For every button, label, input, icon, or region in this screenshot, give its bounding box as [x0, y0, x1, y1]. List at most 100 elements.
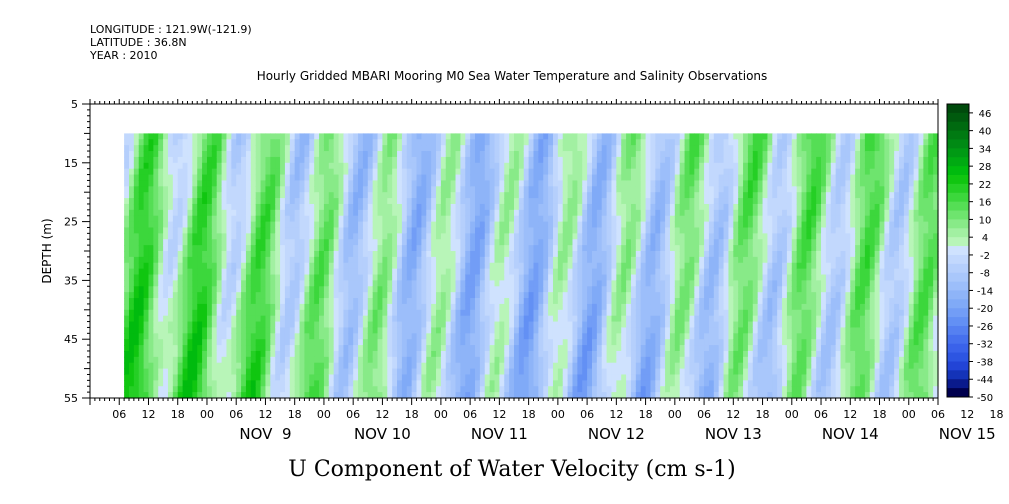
heatmap-cell: [236, 156, 242, 164]
heatmap-cell: [172, 221, 179, 229]
heatmap-cell: [621, 256, 627, 264]
heatmap-cell: [202, 345, 208, 352]
heatmap-cell: [401, 368, 408, 376]
heatmap-cell: [250, 386, 257, 393]
heatmap-cell: [128, 198, 135, 205]
heatmap-cell: [177, 198, 184, 205]
heatmap-cell: [548, 186, 554, 193]
heatmap-cell: [241, 186, 247, 193]
heatmap-cell: [572, 186, 578, 193]
heatmap-cell: [538, 392, 544, 399]
heatmap-cell: [314, 380, 320, 387]
heatmap-cell: [587, 215, 593, 223]
heatmap-cell: [460, 192, 466, 199]
heatmap-cell: [362, 274, 369, 281]
heatmap-cell: [606, 245, 613, 252]
heatmap-cell: [397, 386, 403, 393]
heatmap-cell: [250, 162, 257, 170]
heatmap-cell: [577, 280, 583, 287]
heatmap-cell: [148, 303, 154, 311]
heatmap-cell: [460, 333, 466, 340]
heatmap-cell: [358, 145, 364, 152]
heatmap-cell: [650, 251, 656, 258]
heatmap-cell: [626, 368, 632, 376]
heatmap-cell: [523, 180, 530, 187]
heatmap-cell: [392, 215, 398, 223]
heatmap-cell: [577, 239, 583, 246]
heatmap-cell: [635, 168, 642, 176]
heatmap-cell: [245, 345, 252, 352]
heatmap-cell: [338, 386, 345, 393]
heatmap-cell: [660, 292, 666, 299]
heatmap-cell: [611, 174, 617, 182]
heatmap-cell: [226, 386, 232, 393]
heatmap-cell: [596, 239, 603, 246]
heatmap-cell: [182, 309, 189, 317]
heatmap-cell: [552, 245, 559, 252]
heatmap-cell: [284, 380, 291, 387]
heatmap-cell: [260, 339, 267, 346]
heatmap-cell: [158, 321, 164, 329]
heatmap-cell: [406, 221, 413, 229]
heatmap-cell: [436, 180, 442, 187]
heatmap-cell: [206, 139, 213, 146]
heatmap-cell: [260, 350, 267, 358]
heatmap-cell: [601, 151, 608, 158]
heatmap-cell: [562, 303, 569, 311]
heatmap-cell: [475, 380, 481, 387]
heatmap-cell: [572, 321, 578, 329]
heatmap-cell: [587, 186, 593, 193]
heatmap-cell: [562, 315, 569, 323]
heatmap-cell: [172, 262, 179, 270]
heatmap-cell: [660, 133, 666, 140]
heatmap-cell: [245, 198, 252, 205]
heatmap-cell: [660, 345, 666, 352]
heatmap-cell: [470, 139, 476, 146]
heatmap-cell: [552, 168, 559, 176]
heatmap-cell: [328, 174, 335, 182]
heatmap-cell: [596, 168, 603, 176]
heatmap-cell: [392, 368, 398, 376]
heatmap-cell: [650, 227, 656, 234]
heatmap-cell: [382, 245, 388, 252]
heatmap-cell: [221, 362, 228, 370]
heatmap-cell: [518, 368, 525, 376]
heatmap-cell: [470, 374, 476, 381]
heatmap-cell: [182, 192, 189, 199]
heatmap-cell: [216, 227, 223, 234]
heatmap-cell: [245, 380, 252, 387]
heatmap-cell: [616, 162, 622, 170]
heatmap-cell: [543, 198, 549, 205]
heatmap-cell: [284, 227, 291, 234]
heatmap-cell: [591, 151, 598, 158]
heatmap-cell: [431, 350, 437, 358]
heatmap-cell: [411, 374, 418, 381]
heatmap-cell: [660, 339, 666, 346]
heatmap-cell: [494, 233, 500, 240]
heatmap-cell: [138, 168, 145, 176]
heatmap-cell: [552, 292, 559, 299]
heatmap-cell: [148, 274, 154, 281]
heatmap-cell: [450, 350, 457, 358]
heatmap-cell: [241, 221, 247, 229]
heatmap-cell: [343, 292, 349, 299]
heatmap-cell: [177, 203, 184, 211]
heatmap-cell: [475, 286, 481, 293]
heatmap-cell: [621, 227, 627, 234]
heatmap-cell: [289, 303, 296, 311]
heatmap-cell: [362, 368, 369, 376]
heatmap-cell: [406, 203, 413, 211]
heatmap-cell: [323, 256, 330, 264]
heatmap-cell: [299, 192, 306, 199]
heatmap-cell: [557, 374, 564, 381]
heatmap-cell: [479, 256, 486, 264]
heatmap-cell: [343, 192, 349, 199]
heatmap-cell: [470, 292, 476, 299]
heatmap-cell: [543, 274, 549, 281]
heatmap-cell: [621, 380, 627, 387]
heatmap-cell: [255, 345, 262, 352]
heatmap-cell: [514, 168, 520, 176]
heatmap-cell: [133, 239, 140, 246]
heatmap-cell: [241, 356, 247, 364]
heatmap-cell: [148, 151, 154, 158]
